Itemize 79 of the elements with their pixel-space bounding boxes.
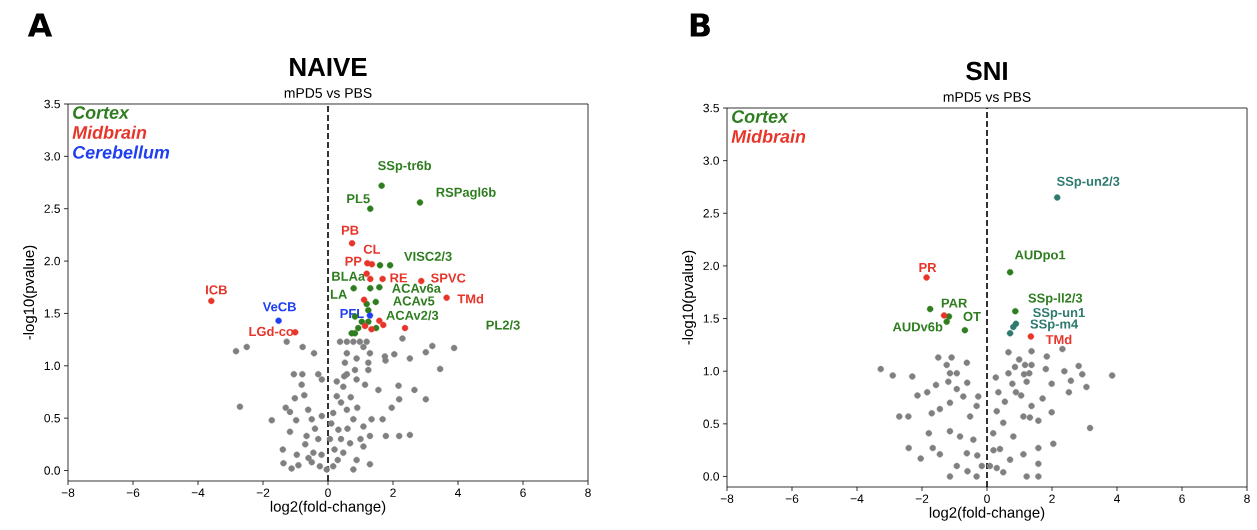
y-tick-label: 1.0 bbox=[703, 366, 720, 376]
y-tick-label: 0.5 bbox=[44, 413, 60, 423]
text: Cerebellum bbox=[73, 145, 170, 159]
annotation: LA bbox=[330, 289, 347, 299]
x-tick-label: −4 bbox=[191, 488, 205, 497]
annotation: OT bbox=[963, 311, 981, 322]
y-tick-label: 3.5 bbox=[703, 103, 719, 113]
x-tick-label: −2 bbox=[915, 494, 929, 503]
text: Midbrain bbox=[731, 129, 806, 143]
chart-subtitle: mPD5 vs PBS bbox=[943, 92, 1031, 102]
x-tick-label: −2 bbox=[256, 488, 270, 497]
annotation: AUDv6b bbox=[892, 321, 943, 332]
chart-subtitle: mPD5 vs PBS bbox=[284, 88, 372, 98]
y-tick-label: 2.5 bbox=[703, 209, 719, 218]
y-tick-label: 3.0 bbox=[703, 156, 720, 165]
text: B bbox=[690, 13, 710, 37]
annotation: SSp-m4 bbox=[1030, 319, 1079, 332]
y-tick-label: 0.0 bbox=[703, 472, 720, 481]
x-tick-label: 8 bbox=[1244, 494, 1250, 503]
y-tick-label: 2.5 bbox=[44, 204, 60, 213]
x-tick-label: 4 bbox=[1113, 494, 1120, 503]
y-tick-label: 2.0 bbox=[703, 261, 720, 271]
y-axis-title: -log10(pvalue) bbox=[23, 245, 38, 340]
x-axis-title: log2(fold-change) bbox=[929, 506, 1045, 521]
annotation: PP bbox=[345, 256, 362, 266]
annotation: SPVC bbox=[431, 273, 466, 283]
annotation: ACAv5 bbox=[393, 296, 435, 306]
chart-title: NAIVE bbox=[290, 58, 367, 76]
x-tick-label: −6 bbox=[126, 488, 140, 497]
annotation: PAR bbox=[941, 298, 968, 308]
annotation: AUDpo1 bbox=[1014, 250, 1066, 263]
x-tick-label: −4 bbox=[850, 494, 864, 503]
annotation: ICB bbox=[206, 285, 227, 295]
y-tick-label: 3.0 bbox=[44, 152, 61, 161]
annotation: VeCB bbox=[262, 302, 296, 312]
y-tick-label: 3.5 bbox=[44, 99, 60, 109]
annotation: SSp-un1 bbox=[1033, 307, 1085, 320]
annotation: LGd-co bbox=[249, 326, 294, 337]
x-tick-label: −6 bbox=[785, 494, 799, 503]
annotation: SSp-tr6b bbox=[378, 160, 432, 173]
y-tick-label: 0.5 bbox=[703, 419, 719, 429]
annotation: BLAa bbox=[332, 271, 366, 281]
annotation: PR bbox=[919, 263, 937, 272]
x-tick-label: 0 bbox=[325, 488, 331, 497]
annotation: VISC2/3 bbox=[404, 251, 452, 262]
text: Cortex bbox=[732, 110, 789, 123]
annotation: PL2/3 bbox=[486, 320, 520, 330]
x-tick-label: 6 bbox=[1179, 494, 1185, 503]
annotation: RE bbox=[390, 273, 408, 283]
text: Cortex bbox=[73, 106, 130, 119]
y-tick-label: 0.0 bbox=[44, 466, 61, 475]
annotation: TMd bbox=[1045, 334, 1072, 345]
annotation: PFL bbox=[340, 309, 364, 318]
x-tick-label: 2 bbox=[390, 488, 396, 497]
x-tick-label: −8 bbox=[61, 488, 75, 497]
y-tick-label: 1.0 bbox=[44, 361, 61, 371]
x-tick-label: 6 bbox=[520, 488, 526, 497]
y-tick-label: 1.5 bbox=[703, 314, 719, 323]
annotation: RSPagl6b bbox=[436, 187, 496, 200]
text: Midbrain bbox=[72, 125, 147, 139]
annotation: PL5 bbox=[347, 194, 370, 204]
annotation: PB bbox=[341, 225, 359, 235]
x-tick-label: 8 bbox=[585, 488, 591, 497]
x-axis-title: log2(fold-change) bbox=[270, 500, 386, 515]
annotation: CL bbox=[363, 244, 381, 254]
annotation: ACAv6a bbox=[392, 283, 442, 293]
x-tick-label: 4 bbox=[454, 488, 461, 497]
y-tick-label: 1.5 bbox=[44, 309, 60, 318]
y-tick-label: 2.0 bbox=[44, 256, 61, 266]
x-tick-label: 2 bbox=[1049, 494, 1055, 503]
annotation: ACAv2/3 bbox=[386, 310, 439, 321]
annotation: TMd bbox=[457, 293, 484, 304]
x-tick-label: −8 bbox=[720, 494, 734, 503]
text: A bbox=[27, 13, 53, 37]
x-tick-label: 0 bbox=[984, 494, 990, 503]
annotation: SSp-un2/3 bbox=[1056, 176, 1120, 189]
y-axis-title: -log10(pvalue) bbox=[682, 250, 697, 345]
chart-title: SNI bbox=[966, 61, 1007, 81]
annotation: SSp-ll2/3 bbox=[1028, 293, 1083, 306]
